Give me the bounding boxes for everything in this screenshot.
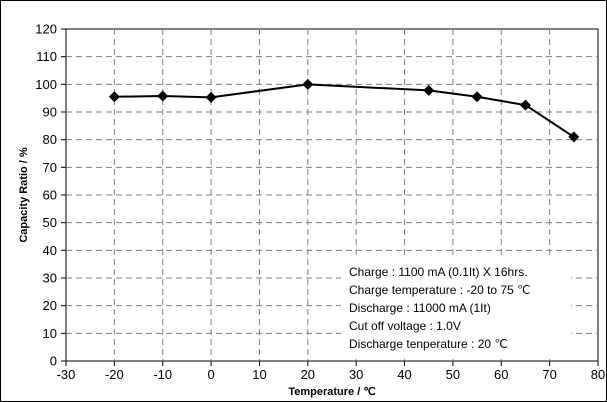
series-line — [114, 83, 575, 138]
annotation-box-bg — [341, 259, 571, 355]
y-tick-label: 70 — [43, 160, 57, 175]
x-tick-label: 10 — [252, 367, 266, 382]
y-tick-label: 40 — [43, 243, 57, 258]
series-points-group — [108, 78, 580, 143]
y-tick-label: 120 — [35, 22, 57, 37]
data-point-diamond — [205, 91, 217, 103]
y-tick-label: 100 — [35, 77, 57, 92]
y-tick-labels: 0 10 20 30 40 50 60 70 80 90 100 110 120 — [35, 22, 66, 369]
x-tick-labels: -30 -20 -10 0 10 20 30 40 50 60 70 80 — [57, 361, 605, 382]
x-tick-label: 70 — [542, 367, 556, 382]
x-tick-label: 50 — [446, 367, 460, 382]
x-tick-label: 30 — [349, 367, 363, 382]
series-line-group — [114, 83, 575, 138]
y-axis-title: Capacity Ratio / % — [18, 147, 30, 243]
y-tick-label: 50 — [43, 215, 57, 230]
y-tick-label: 10 — [43, 326, 57, 341]
grid-lines — [66, 29, 598, 361]
y-tick-label: 0 — [50, 354, 57, 369]
data-point-diamond — [302, 78, 314, 90]
data-point-diamond — [108, 91, 120, 103]
x-tick-label: -20 — [105, 367, 124, 382]
annotation-discharge-temperature: Discharge tenperature : 20 ℃ — [349, 337, 508, 351]
data-point-diamond — [519, 99, 531, 111]
x-tick-label: 60 — [494, 367, 508, 382]
x-tick-label: 40 — [397, 367, 411, 382]
x-axis-title: Temperature / ℃ — [288, 386, 375, 398]
annotation-charge-temperature: Charge temperature : -20 to 75 ℃ — [349, 283, 531, 297]
x-tick-label: -30 — [57, 367, 76, 382]
data-point-diamond — [157, 90, 169, 102]
x-tick-label: 80 — [591, 367, 605, 382]
y-tick-label: 60 — [43, 188, 57, 203]
data-point-diamond — [568, 131, 580, 143]
y-tick-label: 80 — [43, 132, 57, 147]
y-tick-label: 20 — [43, 298, 57, 313]
annotation-discharge: Discharge : 11000 mA (1It) — [349, 301, 491, 315]
y-tick-label: 90 — [43, 105, 57, 120]
annotation-box: Charge : 1100 mA (0.1It) X 16hrs. Charge… — [341, 259, 571, 355]
x-tick-label: 0 — [207, 367, 214, 382]
y-tick-label: 30 — [43, 271, 57, 286]
annotation-charge: Charge : 1100 mA (0.1It) X 16hrs. — [349, 265, 528, 279]
data-point-diamond — [471, 91, 483, 103]
annotation-cutoff-voltage: Cut off voltage : 1.0V — [349, 319, 461, 333]
data-point-diamond — [423, 84, 435, 96]
x-tick-label: -10 — [153, 367, 172, 382]
y-tick-label: 110 — [36, 49, 57, 64]
x-tick-label: 20 — [301, 367, 315, 382]
